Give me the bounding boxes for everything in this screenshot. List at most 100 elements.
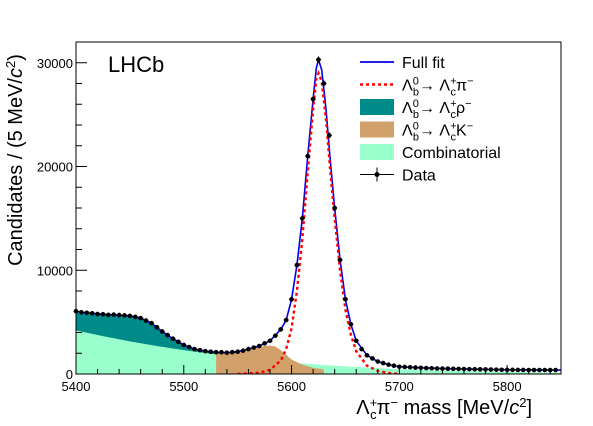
data-point — [434, 366, 440, 371]
y-tick-label: 0 — [66, 367, 73, 382]
data-point — [553, 367, 559, 373]
data-point — [402, 364, 408, 370]
legend-swatch — [360, 121, 394, 138]
data-point — [289, 296, 295, 302]
data-point — [337, 257, 343, 263]
data-point — [95, 311, 101, 317]
data-point — [359, 346, 365, 352]
y-tick-label: 10000 — [37, 263, 73, 278]
data-point — [154, 325, 160, 330]
legend-entry-kaon: Λ0 b→ Λ+ cK− — [360, 121, 473, 144]
data-point — [488, 367, 494, 372]
data-point — [536, 367, 542, 373]
data-point — [100, 311, 106, 317]
data-point — [321, 80, 327, 87]
data-point — [272, 333, 278, 338]
x-tick-label: 5800 — [493, 379, 522, 394]
data-point — [316, 56, 321, 63]
data-point — [456, 366, 462, 372]
data-point — [213, 349, 219, 355]
data-point — [348, 321, 354, 327]
data-point — [294, 262, 300, 268]
x-tick-label: 5500 — [169, 379, 198, 394]
y-tick-label: 20000 — [37, 160, 73, 175]
data-point — [305, 153, 311, 160]
legend: Full fit Λ0 b→ Λ+ cπ−Λ0 b→ Λ+ cρ−Λ0 b→ Λ+ cK−Co… — [360, 55, 501, 185]
y-axis-label: Candidates / (5 MeV/c2) — [3, 54, 27, 266]
area-combinatorial — [76, 330, 561, 374]
data-point — [170, 336, 176, 342]
data-point — [127, 313, 133, 319]
data-point — [369, 356, 375, 361]
x-tick-label: 5700 — [385, 379, 414, 394]
data-point — [267, 338, 273, 344]
data-point — [391, 363, 397, 369]
data-point — [353, 338, 359, 344]
data-point — [342, 296, 348, 302]
legend-label: Full fit — [402, 55, 445, 72]
data-point — [256, 343, 262, 349]
legend-label: Data — [402, 168, 436, 185]
data-points — [73, 56, 559, 373]
data-point — [208, 349, 214, 354]
data-point — [375, 359, 381, 364]
lhcb-label: LHCb — [108, 52, 164, 77]
legend-label: Combinatorial — [402, 145, 501, 162]
legend-entry-fullfit: Full fit — [360, 55, 445, 72]
legend-label: Λ0 b→ Λ+ cρ− — [402, 98, 472, 121]
data-point — [413, 365, 418, 370]
signal-line — [237, 69, 400, 374]
legend-swatch — [360, 144, 394, 160]
data-point — [143, 318, 149, 323]
data-point — [159, 329, 165, 334]
data-point — [418, 365, 424, 371]
data-point — [407, 364, 413, 370]
data-point — [283, 317, 289, 323]
data-point — [138, 315, 144, 321]
data-point — [542, 367, 548, 373]
data-point — [332, 205, 338, 211]
legend-entry-signal: Λ0 b→ Λ+ cπ− — [360, 76, 474, 99]
data-point — [299, 215, 305, 222]
data-point — [380, 360, 386, 366]
data-point — [197, 347, 203, 353]
data-point — [229, 349, 235, 355]
data-point — [251, 345, 257, 350]
data-point — [510, 367, 515, 373]
data-point — [105, 312, 111, 318]
x-tick-label: 5400 — [62, 379, 91, 394]
data-point — [245, 346, 251, 352]
legend-entry-comb: Combinatorial — [360, 144, 501, 162]
data-point — [192, 346, 198, 352]
data-point — [202, 348, 208, 354]
data-point — [116, 312, 122, 318]
legend-swatch — [360, 99, 394, 115]
data-point — [262, 341, 268, 346]
legend-entry-data: Data — [360, 167, 436, 185]
data-point — [520, 367, 526, 373]
legend-label: Λ0 b→ Λ+ cπ− — [402, 76, 474, 99]
data-point — [148, 320, 154, 326]
data-point — [181, 342, 187, 348]
data-point — [493, 367, 499, 372]
data-point — [466, 366, 472, 372]
data-point — [89, 311, 95, 316]
data-point — [175, 339, 181, 345]
data-point — [445, 366, 451, 372]
data-point — [531, 367, 537, 373]
data-point — [423, 365, 429, 371]
data-point — [364, 353, 370, 358]
x-tick-label: 5600 — [277, 379, 306, 394]
data-point — [235, 349, 241, 354]
data-point — [515, 367, 521, 373]
data-point — [499, 367, 505, 373]
data-point — [386, 362, 392, 367]
data-point — [472, 366, 478, 372]
data-point — [111, 312, 117, 317]
data-point — [165, 332, 171, 338]
data-point — [429, 365, 435, 371]
legend-label: Λ0 b→ Λ+ cK− — [402, 121, 473, 144]
data-point — [186, 344, 192, 350]
legend-entry-rho: Λ0 b→ Λ+ cρ− — [360, 98, 472, 121]
